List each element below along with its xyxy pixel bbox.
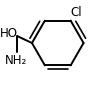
Text: Cl: Cl <box>70 6 82 19</box>
Text: NH₂: NH₂ <box>4 54 27 67</box>
Text: HO: HO <box>0 27 18 40</box>
